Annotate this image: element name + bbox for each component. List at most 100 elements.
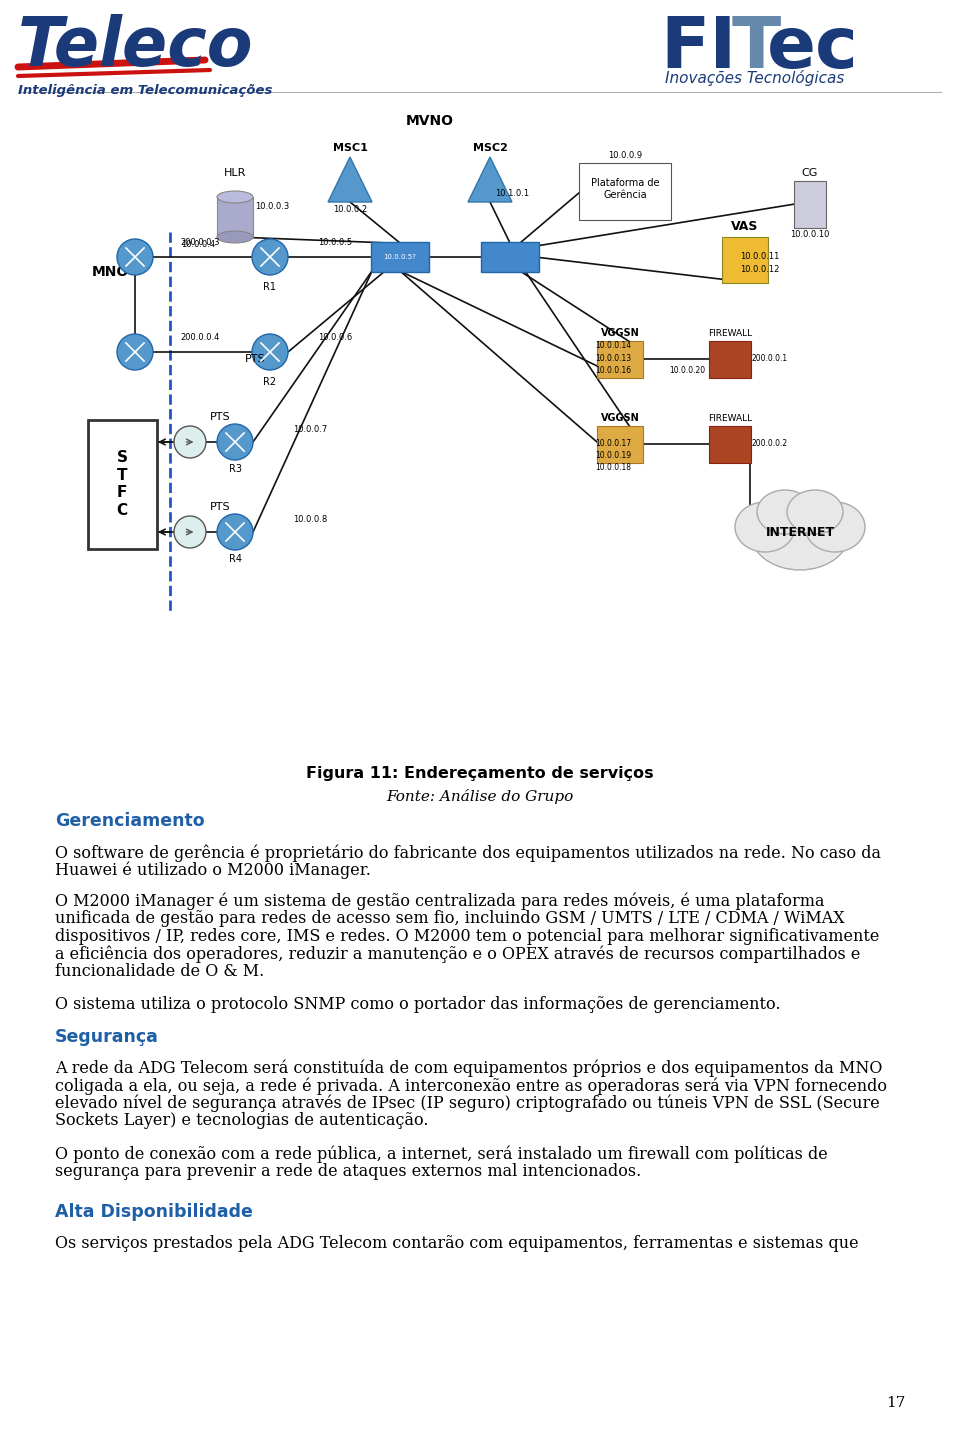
- Ellipse shape: [217, 514, 253, 550]
- Text: 10.0.0.8: 10.0.0.8: [293, 516, 327, 524]
- Text: CG: CG: [802, 168, 818, 178]
- FancyBboxPatch shape: [794, 180, 826, 228]
- Polygon shape: [328, 158, 372, 202]
- Text: O sistema utiliza o protocolo SNMP como o portador das informações de gerenciame: O sistema utiliza o protocolo SNMP como …: [55, 997, 780, 1012]
- Text: Fonte: Análise do Grupo: Fonte: Análise do Grupo: [386, 789, 574, 803]
- Text: 10.0.0.9: 10.0.0.9: [608, 150, 642, 160]
- Text: Plataforma de
Gerência: Plataforma de Gerência: [590, 178, 660, 200]
- Text: VGGSN: VGGSN: [601, 412, 639, 422]
- Text: MSC1: MSC1: [332, 143, 368, 153]
- Text: PTS: PTS: [209, 503, 230, 513]
- Ellipse shape: [757, 490, 813, 534]
- Text: 10.0.0.14: 10.0.0.14: [595, 341, 631, 349]
- Ellipse shape: [805, 503, 865, 551]
- Text: A rede da ADG Telecom será constituída de com equipamentos próprios e dos equipa: A rede da ADG Telecom será constituída d…: [55, 1060, 882, 1077]
- Text: O M2000 iManager é um sistema de gestão centralizada para redes móveis, é uma pl: O M2000 iManager é um sistema de gestão …: [55, 894, 825, 911]
- Text: VAS: VAS: [732, 221, 758, 233]
- Text: VGGSN: VGGSN: [601, 328, 639, 338]
- Text: 10.0.0.16: 10.0.0.16: [595, 367, 631, 375]
- FancyBboxPatch shape: [217, 198, 253, 238]
- Ellipse shape: [217, 190, 253, 203]
- FancyBboxPatch shape: [597, 425, 643, 463]
- Text: MSC2: MSC2: [472, 143, 508, 153]
- Text: 10.1.0.1: 10.1.0.1: [495, 189, 529, 198]
- Text: Gerenciamento: Gerenciamento: [55, 812, 204, 831]
- Text: T: T: [732, 14, 781, 83]
- Ellipse shape: [117, 334, 153, 369]
- Text: 10.0.0.17: 10.0.0.17: [595, 440, 631, 448]
- Text: Huawei é utilizado o M2000 iManager.: Huawei é utilizado o M2000 iManager.: [55, 862, 371, 879]
- FancyBboxPatch shape: [597, 341, 643, 378]
- Text: Alta Disponibilidade: Alta Disponibilidade: [55, 1203, 252, 1221]
- Text: 10.0.0.5: 10.0.0.5: [318, 238, 352, 246]
- Text: dispositivos / IP, redes core, IMS e redes. O M2000 tem o potencial para melhora: dispositivos / IP, redes core, IMS e red…: [55, 928, 879, 945]
- Ellipse shape: [787, 490, 843, 534]
- Text: 10.0.0.5?: 10.0.0.5?: [384, 253, 417, 261]
- Text: MVNO: MVNO: [406, 115, 454, 127]
- FancyBboxPatch shape: [481, 242, 539, 272]
- Ellipse shape: [217, 424, 253, 460]
- Text: 10.0.0.12: 10.0.0.12: [740, 265, 780, 274]
- Polygon shape: [468, 158, 512, 202]
- Text: Inteligência em Telecomunicações: Inteligência em Telecomunicações: [18, 84, 273, 97]
- Ellipse shape: [217, 231, 253, 243]
- Text: 10.0.0.6: 10.0.0.6: [318, 334, 352, 342]
- Text: 200.0.0.2: 200.0.0.2: [752, 440, 788, 448]
- Text: ec: ec: [767, 14, 859, 83]
- Text: 10.0.0.3: 10.0.0.3: [255, 202, 289, 211]
- Text: segurança para prevenir a rede de ataques externos mal intencionados.: segurança para prevenir a rede de ataque…: [55, 1163, 641, 1180]
- Text: 10.0.0.19: 10.0.0.19: [595, 451, 631, 460]
- Text: 200.0.0.1: 200.0.0.1: [752, 354, 788, 362]
- Ellipse shape: [252, 239, 288, 275]
- Text: 10.0.0.13: 10.0.0.13: [595, 354, 631, 362]
- Text: Figura 11: Endereçamento de serviços: Figura 11: Endereçamento de serviços: [306, 766, 654, 780]
- Ellipse shape: [174, 425, 206, 458]
- Ellipse shape: [750, 494, 850, 570]
- Text: 10.0.0.18: 10.0.0.18: [595, 463, 631, 473]
- Text: O ponto de conexão com a rede pública, a internet, será instalado um firewall co: O ponto de conexão com a rede pública, a…: [55, 1146, 828, 1163]
- Ellipse shape: [117, 239, 153, 275]
- Text: FIREWALL: FIREWALL: [708, 329, 752, 338]
- Text: 200.0.0.4: 200.0.0.4: [180, 334, 220, 342]
- FancyBboxPatch shape: [579, 163, 671, 221]
- Text: Inovações Tecnológicas: Inovações Tecnológicas: [665, 70, 845, 86]
- Text: R1: R1: [263, 282, 276, 292]
- Text: 17: 17: [886, 1396, 905, 1411]
- Text: MNO: MNO: [91, 265, 129, 279]
- Text: FIREWALL: FIREWALL: [708, 414, 752, 422]
- Text: Teleco: Teleco: [18, 14, 253, 80]
- FancyBboxPatch shape: [75, 107, 890, 748]
- Ellipse shape: [735, 503, 795, 551]
- Text: Segurança: Segurança: [55, 1028, 158, 1045]
- FancyBboxPatch shape: [88, 420, 157, 548]
- Text: S
T
F
C: S T F C: [116, 451, 128, 517]
- FancyBboxPatch shape: [722, 238, 768, 284]
- Ellipse shape: [174, 516, 206, 548]
- Text: a eficiência dos operadores, reduzir a manutenção e o OPEX através de recursos c: a eficiência dos operadores, reduzir a m…: [55, 945, 860, 962]
- Text: FI: FI: [660, 14, 736, 83]
- Text: 10.0.0.11: 10.0.0.11: [740, 252, 780, 261]
- Text: INTERNET: INTERNET: [765, 526, 834, 538]
- Text: R2: R2: [263, 377, 276, 387]
- Text: R3: R3: [228, 464, 242, 474]
- Text: 10.0.0.10: 10.0.0.10: [790, 231, 829, 239]
- Text: 200.0.0.3: 200.0.0.3: [180, 238, 220, 246]
- Text: Sockets Layer) e tecnologias de autenticação.: Sockets Layer) e tecnologias de autentic…: [55, 1113, 428, 1128]
- Text: PTS: PTS: [245, 354, 265, 364]
- Text: coligada a ela, ou seja, a rede é privada. A interconexão entre as operadoras se: coligada a ela, ou seja, a rede é privad…: [55, 1077, 887, 1094]
- Ellipse shape: [252, 334, 288, 369]
- FancyBboxPatch shape: [371, 242, 429, 272]
- Text: PTS: PTS: [209, 412, 230, 422]
- Text: HLR: HLR: [224, 168, 246, 178]
- Text: 10.0.0.7: 10.0.0.7: [293, 425, 327, 434]
- Text: elevado nível de segurança através de IPsec (IP seguro) criptografado ou túneis : elevado nível de segurança através de IP…: [55, 1094, 879, 1113]
- Text: 10.0.0.2: 10.0.0.2: [333, 205, 367, 213]
- Text: unificada de gestão para redes de acesso sem fio, incluindo GSM / UMTS / LTE / C: unificada de gestão para redes de acesso…: [55, 911, 845, 928]
- FancyBboxPatch shape: [709, 341, 751, 378]
- Text: Os serviços prestados pela ADG Telecom contarão com equipamentos, ferramentas e : Os serviços prestados pela ADG Telecom c…: [55, 1234, 858, 1252]
- Text: funcionalidade de O & M.: funcionalidade de O & M.: [55, 962, 264, 979]
- Text: 10.0.0.4: 10.0.0.4: [180, 241, 215, 249]
- Text: R4: R4: [228, 554, 242, 564]
- Text: O software de gerência é proprietário do fabricante dos equipamentos utilizados : O software de gerência é proprietário do…: [55, 843, 881, 862]
- FancyBboxPatch shape: [709, 425, 751, 463]
